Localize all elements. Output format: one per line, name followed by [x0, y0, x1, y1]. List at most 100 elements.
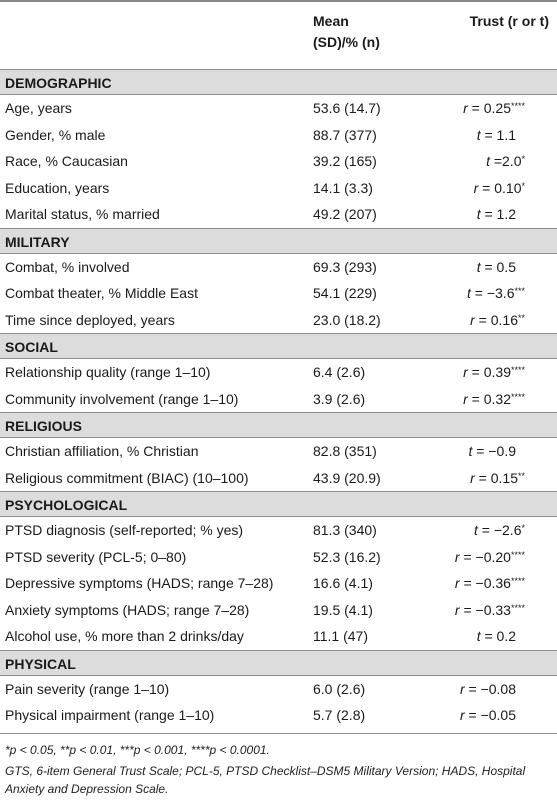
row-mean: 52.3 (16.2): [313, 548, 381, 565]
stat-letter: r: [454, 548, 460, 565]
table-row: Alcohol use, % more than 2 drinks/day 11.…: [0, 623, 557, 650]
stat-value: = 0.39: [467, 364, 511, 380]
row-mean: 54.1 (229): [313, 285, 377, 301]
stat-letter: t: [476, 628, 481, 644]
stat-letter: t: [476, 258, 481, 275]
significance-stars: **: [517, 470, 525, 481]
stat-value: = 0.15: [474, 469, 518, 486]
row-label: Combat, % involved: [5, 258, 130, 275]
table-row: Pain severity (range 1–10) 6.0 (2.6) r = −…: [0, 676, 557, 703]
row-mean: 11.1 (47): [313, 628, 368, 644]
row-trust: r = −0.36****: [455, 570, 525, 597]
significance-stars: ****: [510, 602, 525, 613]
stat-value: =2.0: [489, 153, 522, 169]
section-header: PSYCHOLOGICAL: [0, 491, 557, 517]
significance-stars: *: [521, 180, 525, 191]
significance-stars: **: [517, 312, 525, 323]
stat-value: = 0.25: [467, 100, 511, 116]
table-row: Relationship quality (range 1–10) 6.4 (2.…: [0, 359, 557, 386]
row-trust: t = −3.6***: [467, 280, 525, 307]
table-row: Combat theater, % Middle East 54.1 (229) t…: [0, 280, 557, 307]
stat-value: = 1.1: [480, 126, 516, 143]
stat-letter: t: [476, 206, 481, 222]
stat-letter: r: [459, 707, 465, 723]
table-row: Religious commitment (BIAC) (10–100) 43.9…: [0, 465, 557, 492]
row-trust: t = −2.6*: [474, 517, 525, 544]
row-label: Anxiety symptoms (HADS; range 7–28): [5, 601, 250, 618]
table-row: Christian affiliation, % Christian 82.8 (…: [0, 438, 557, 465]
row-label: Gender, % male: [5, 126, 106, 143]
row-label: Community involvement (range 1–10): [5, 390, 239, 407]
stat-letter: t: [486, 153, 490, 169]
header-mean-line2: (SD)/% (n): [313, 34, 380, 50]
stat-letter: r: [454, 601, 460, 618]
row-label: Depressive symptoms (HADS; range 7–28): [5, 575, 274, 591]
row-mean: 88.7 (377): [313, 126, 377, 143]
row-trust: t = 0.2: [477, 623, 516, 650]
table-header: Mean (SD)/% (n) Trust (r or t): [0, 0, 557, 69]
row-label: Race, % Caucasian: [5, 153, 128, 169]
significance-stars: ****: [510, 549, 525, 560]
stat-value: = 0.32: [467, 390, 511, 407]
row-label: Pain severity (range 1–10): [5, 680, 170, 697]
stat-value: = −2.6: [477, 522, 522, 538]
row-trust: t =2.0*: [486, 148, 525, 175]
row-label: Time since deployed, years: [5, 311, 175, 328]
row-mean: 43.9 (20.9): [313, 469, 381, 486]
row-mean: 82.8 (351): [313, 443, 377, 459]
stat-value: = −0.08: [464, 680, 516, 697]
significance-stars: ***: [514, 286, 525, 296]
row-label: Religious commitment (BIAC) (10–100): [5, 469, 249, 486]
row-trust: r = 0.25****: [463, 95, 525, 122]
row-mean: 81.3 (340): [313, 522, 377, 538]
stat-letter: r: [454, 575, 460, 591]
stat-value: = 0.10: [478, 179, 522, 196]
table-row: Depressive symptoms (HADS; range 7–28) 16…: [0, 570, 557, 597]
row-trust: r = 0.16**: [470, 307, 525, 334]
stat-value: = −0.20: [459, 548, 511, 565]
row-mean: 3.9 (2.6): [313, 390, 366, 407]
row-trust: r = 0.10*: [474, 175, 525, 202]
table-row: PTSD severity (PCL-5; 0–80) 52.3 (16.2) r …: [0, 544, 557, 571]
row-label: Alcohol use, % more than 2 drinks/day: [5, 628, 244, 644]
row-label: Christian affiliation, % Christian: [5, 443, 199, 459]
section-header: DEMOGRAPHIC: [0, 69, 557, 95]
table-row: Anxiety symptoms (HADS; range 7–28) 19.5 …: [0, 597, 557, 624]
significance-stars: *: [521, 523, 525, 533]
significance-note: *p < 0.05, **p < 0.01, ***p < 0.001, ***…: [5, 742, 270, 757]
stat-letter: r: [463, 100, 468, 116]
row-trust: t = −0.9: [469, 438, 516, 465]
abbreviation-note: GTS, 6-item General Trust Scale; PCL-5, …: [5, 763, 526, 796]
stat-letter: t: [476, 126, 481, 143]
row-mean: 5.7 (2.8): [313, 707, 366, 723]
stat-value: = 0.2: [480, 628, 516, 644]
row-trust: r = 0.32****: [463, 386, 525, 413]
significance-stars: ****: [510, 101, 525, 111]
table-row: Age, years 53.6 (14.7) r = 0.25****: [0, 95, 557, 122]
stat-letter: r: [463, 390, 468, 407]
section-header: MILITARY: [0, 227, 557, 254]
row-trust: r = 0.15**: [470, 465, 525, 492]
row-label: Marital status, % married: [5, 206, 160, 222]
row-trust: r = −0.33****: [455, 597, 525, 624]
row-mean: 69.3 (293): [313, 258, 377, 275]
stat-letter: t: [474, 522, 478, 538]
header-mean-line1: Mean: [313, 13, 349, 29]
row-label: Education, years: [5, 179, 110, 196]
significance-stars: ****: [510, 391, 525, 402]
table-row: Race, % Caucasian 39.2 (165) t =2.0*: [0, 148, 557, 175]
stat-letter: t: [468, 443, 473, 459]
significance-stars: ****: [510, 365, 525, 375]
section-header: RELIGIOUS: [0, 412, 557, 438]
footnotes: *p < 0.05, **p < 0.01, ***p < 0.001, ***…: [0, 732, 557, 798]
row-label: PTSD severity (PCL-5; 0–80): [5, 548, 187, 565]
stat-letter: r: [470, 469, 475, 486]
significance-stars: ****: [510, 576, 525, 586]
row-trust: t = 0.5: [477, 254, 516, 281]
row-label: Combat theater, % Middle East: [5, 285, 198, 301]
stat-value: = −0.9: [472, 443, 516, 459]
row-mean: 6.0 (2.6): [313, 680, 366, 697]
row-label: PTSD diagnosis (self-reported; % yes): [5, 522, 244, 538]
stat-value: = 0.16: [474, 311, 518, 328]
table-row: Marital status, % married 49.2 (207) t = 1…: [0, 201, 557, 228]
